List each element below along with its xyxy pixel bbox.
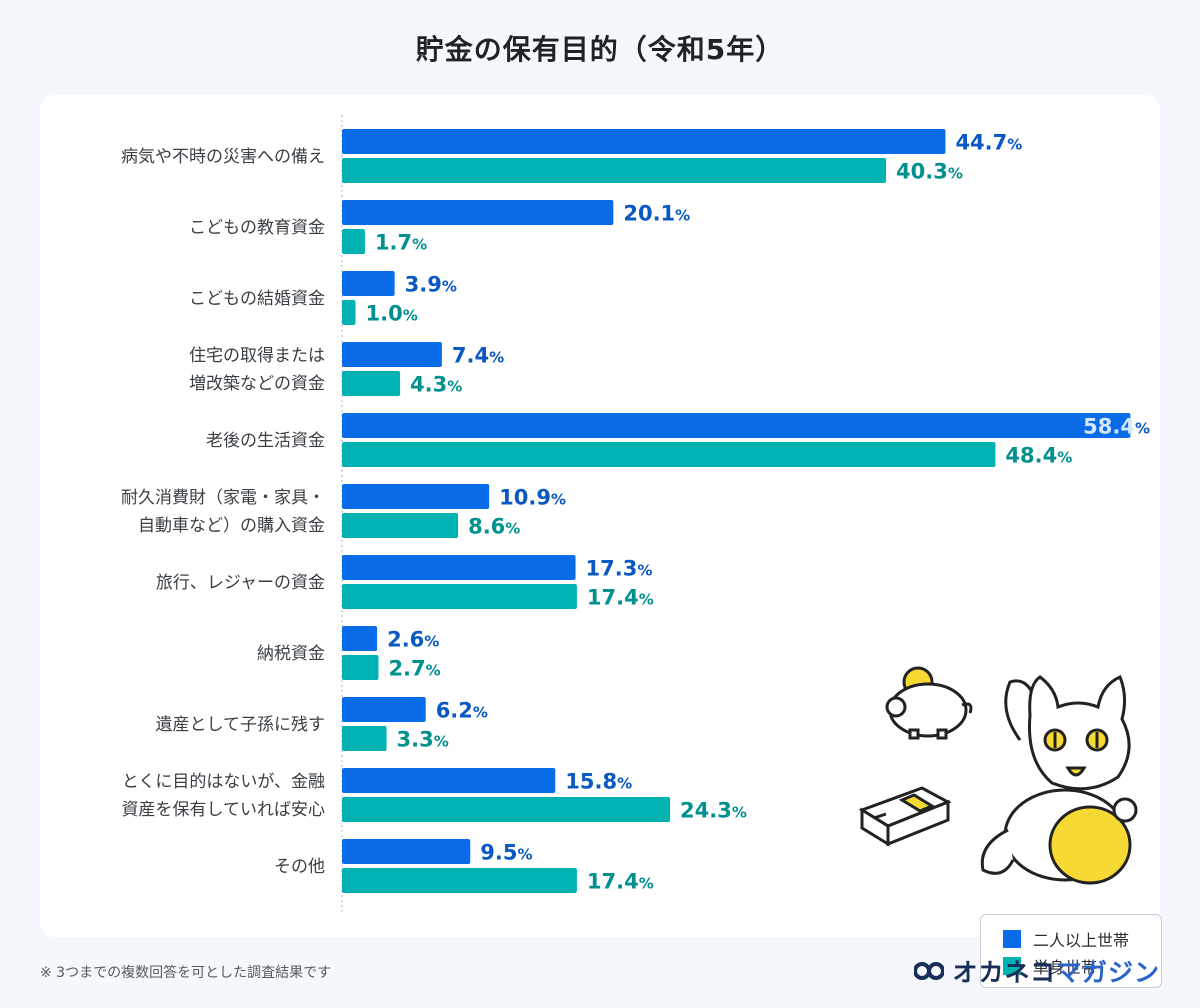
data-label: 24.3% (680, 799, 747, 823)
category-label: 納税資金 (257, 644, 325, 664)
data-label: 17.3% (586, 557, 653, 581)
category-label: 老後の生活資金 (206, 431, 325, 451)
bar-series1 (342, 555, 576, 580)
bar-series2 (342, 726, 387, 751)
data-label: 2.6% (387, 628, 439, 652)
legend-swatch-series2 (1003, 956, 1021, 975)
legend: 二人以上世帯 単身世帯 (980, 914, 1162, 988)
data-label: 2.7% (388, 657, 440, 681)
data-label: 1.0% (366, 302, 418, 326)
bar-series1 (342, 413, 1131, 438)
data-label: 7.4% (452, 344, 504, 368)
footnote: ※ 3つまでの複数回答を可とした調査結果です (40, 965, 332, 981)
data-label: 58.4% (1083, 415, 1150, 439)
category-label: 病気や不時の災害への備え (121, 147, 325, 167)
category-label: 旅行、レジャーの資金 (156, 573, 325, 593)
bar-series1 (342, 271, 395, 296)
data-label: 17.4% (587, 870, 654, 894)
money-stack-icon (858, 786, 952, 847)
data-label: 6.2% (436, 699, 488, 723)
legend-label-series2: 単身世帯 (1033, 957, 1098, 977)
bar-series1 (342, 129, 946, 154)
piggy-bank-icon (885, 666, 973, 740)
data-label: 10.9% (499, 486, 566, 510)
brand-name-part1: オカネコ (952, 958, 1056, 987)
bar-series2 (342, 158, 887, 183)
data-label: 3.3% (397, 728, 449, 752)
bar-series1 (342, 697, 426, 722)
category-label: その他 (274, 857, 325, 877)
maneki-neko-illustration (858, 666, 1138, 885)
bar-series1 (342, 768, 556, 793)
data-label: 48.4% (1005, 444, 1072, 468)
bar-series2 (342, 229, 365, 254)
brand-logo: オカネコ マガジン (914, 953, 1160, 989)
bar-series2 (342, 655, 379, 680)
bar-chart: 病気や不時の災害への備え 44.7% 40.3% こどもの教育資金 20.1% 1.7% こ… (121, 115, 1150, 913)
category-label: 遺産として子孫に残す (156, 715, 326, 735)
data-label: 40.3% (896, 160, 963, 184)
bar-series2 (342, 300, 356, 325)
legend-label-series1: 二人以上世帯 (1033, 930, 1130, 950)
data-label: 20.1% (623, 202, 690, 226)
brand-mark-icon (914, 962, 945, 980)
chart-card: 病気や不時の災害への備え 44.7% 40.3% こどもの教育資金 20.1% 1.7% こ… (40, 95, 1162, 988)
data-label: 1.7% (375, 231, 427, 255)
category-label: 耐久消費財（家電・家具・自動車など）の購入資金 (121, 488, 325, 536)
bar-series1 (342, 342, 442, 367)
cat-icon (980, 674, 1138, 885)
bar-series1 (342, 484, 490, 509)
category-label: とくに目的はないが、金融資産を保有していれば安心 (122, 772, 326, 820)
data-label: 3.9% (405, 273, 457, 297)
bar-series1 (342, 839, 471, 864)
legend-item-series1: 二人以上世帯 (1003, 925, 1161, 952)
bar-series1 (342, 200, 614, 225)
bar-series2 (342, 584, 577, 609)
chart-title: 貯金の保有目的（令和5年） (415, 33, 785, 66)
legend-swatch-series1 (1003, 929, 1021, 948)
data-label: 4.3% (410, 373, 462, 397)
data-label: 15.8% (565, 770, 632, 794)
bar-series2 (342, 868, 577, 893)
data-label: 8.6% (468, 515, 520, 539)
bar-series2 (342, 513, 459, 538)
data-label: 44.7% (955, 131, 1022, 155)
category-label: こどもの結婚資金 (189, 289, 325, 309)
data-label: 17.4% (587, 586, 654, 610)
brand-name-part2: マガジン (1055, 958, 1160, 987)
category-label: こどもの教育資金 (189, 218, 325, 238)
bar-series2 (342, 797, 671, 822)
bar-series2 (342, 371, 401, 396)
bar-series2 (342, 442, 996, 467)
legend-item-series2: 単身世帯 (1003, 952, 1161, 979)
data-label: 9.5% (480, 841, 532, 865)
category-label: 住宅の取得または増改築などの資金 (189, 346, 325, 394)
bar-series1 (342, 626, 378, 651)
